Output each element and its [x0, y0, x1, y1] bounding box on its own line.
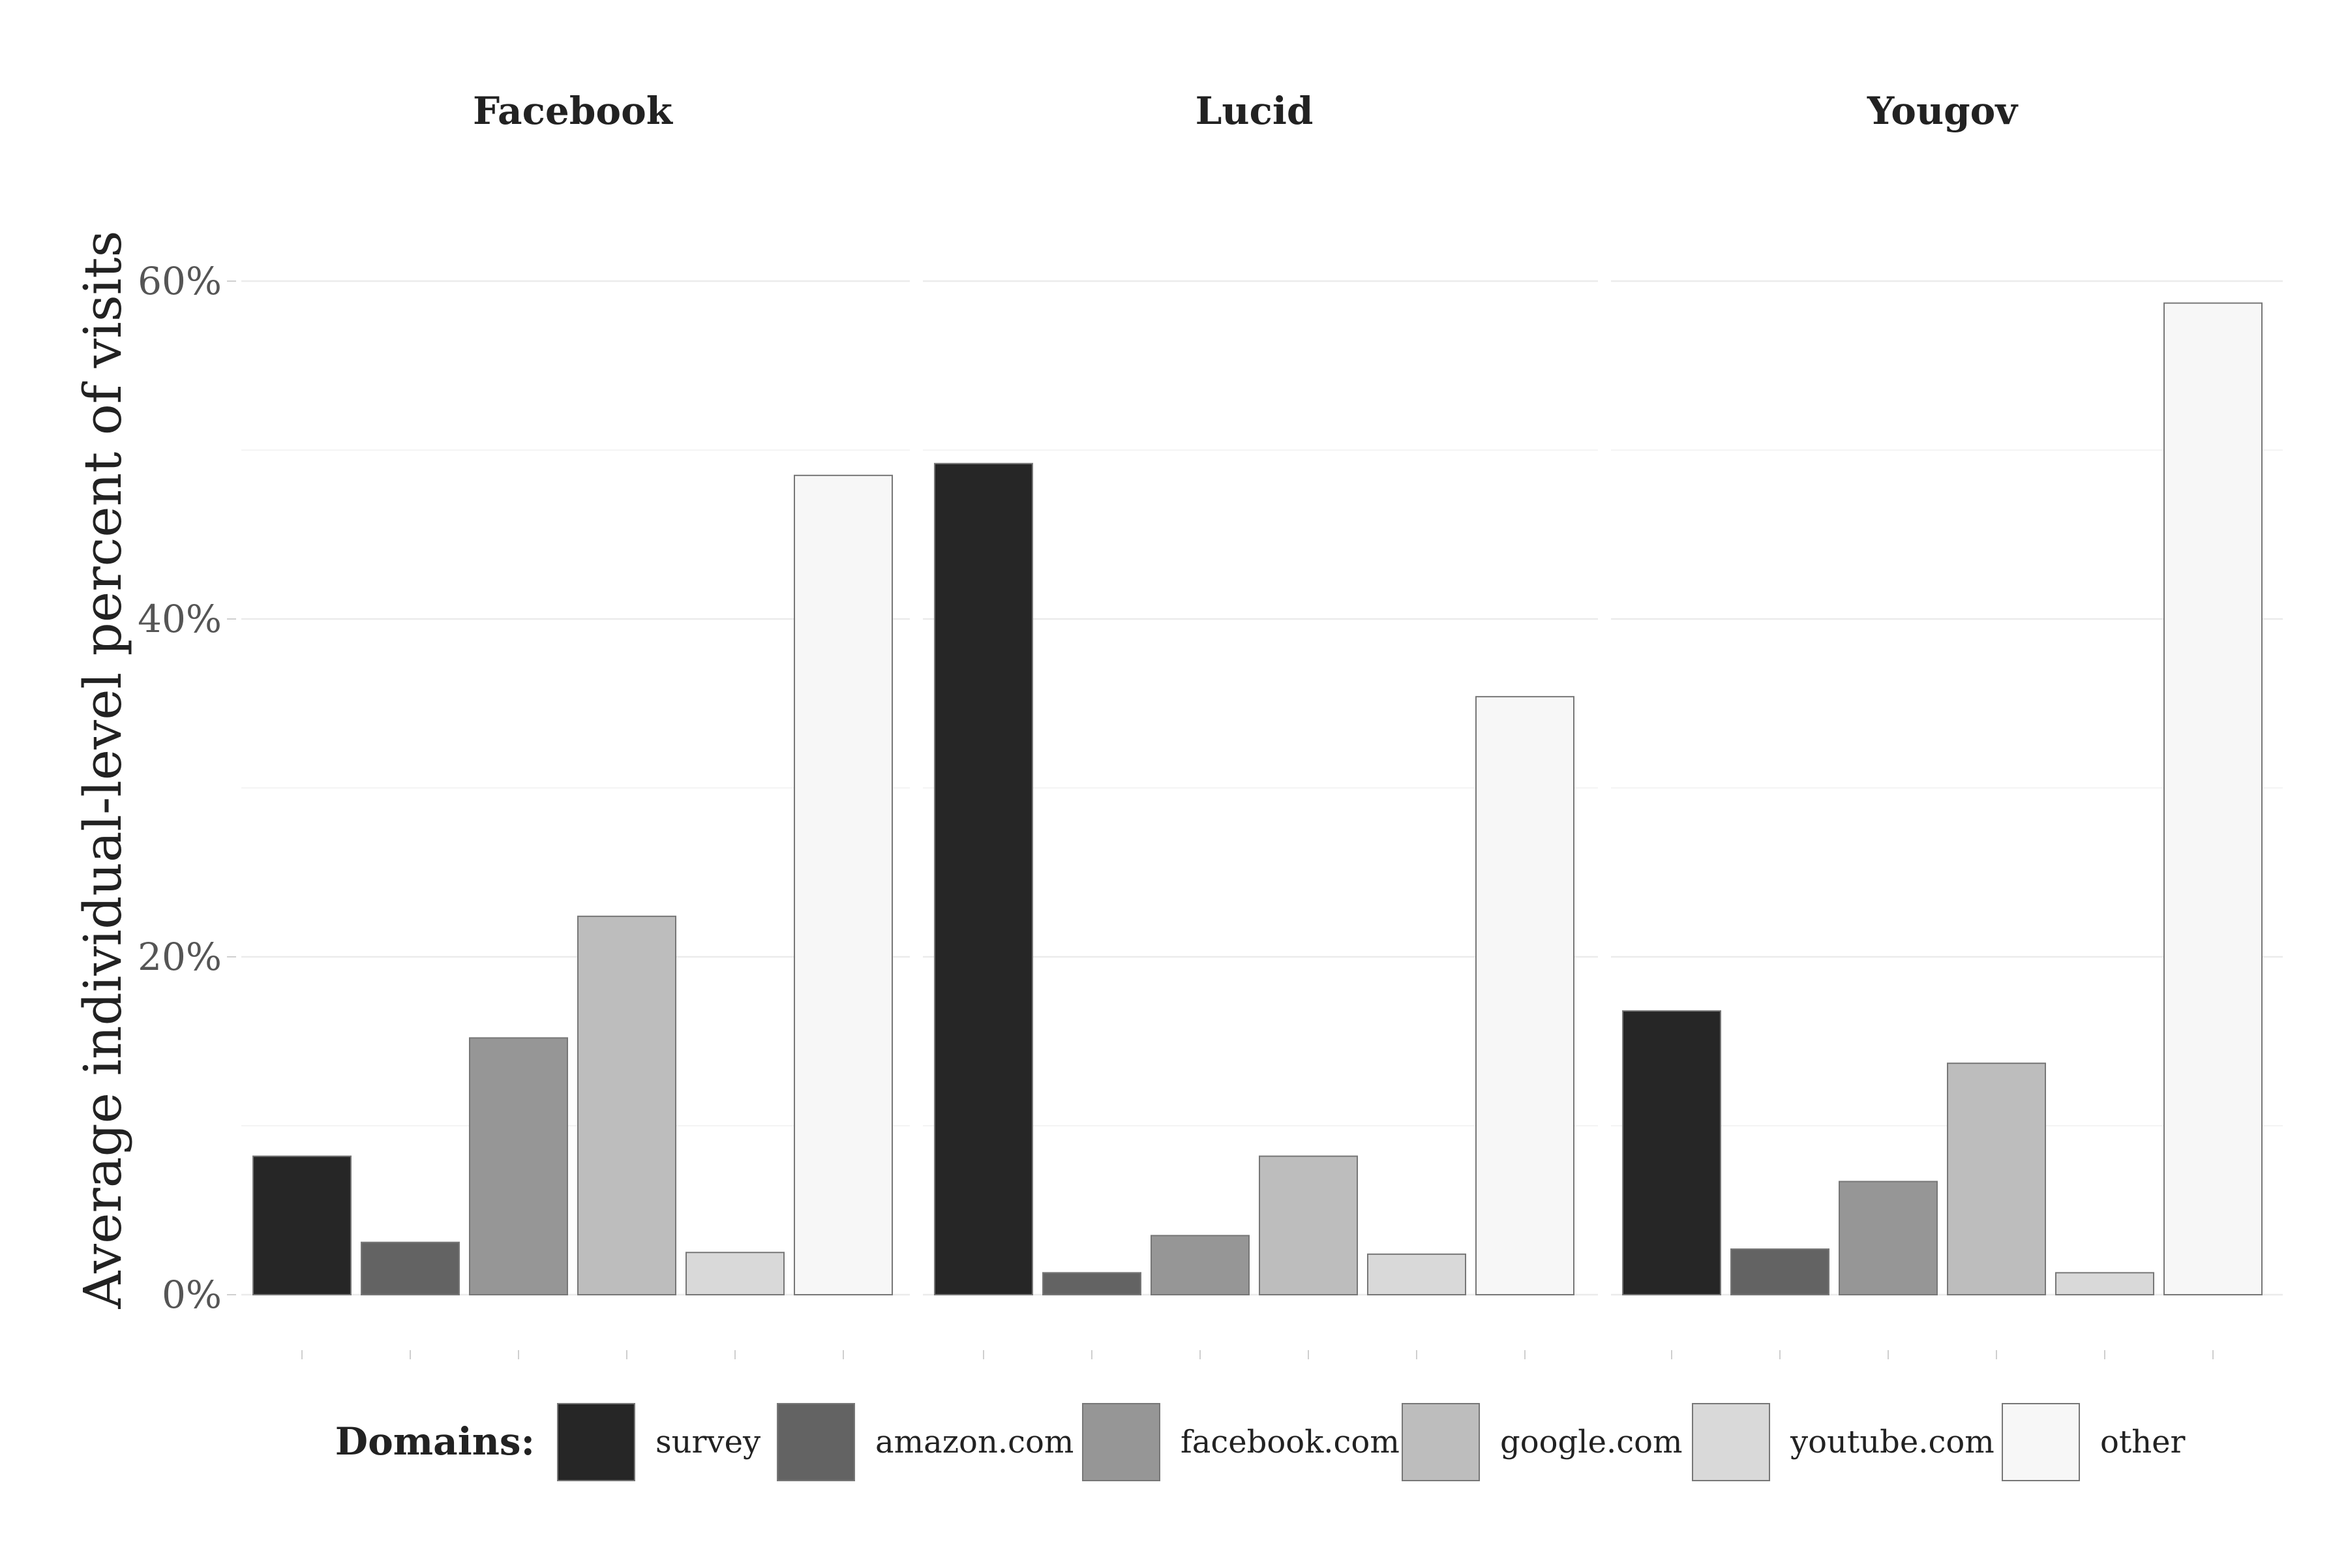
bar-facebook-amazon-com	[361, 1241, 460, 1295]
legend-key-amazon-com	[777, 1403, 855, 1481]
bar-facebook-google-com	[577, 915, 676, 1295]
bar-lucid-youtube-com	[1367, 1253, 1466, 1295]
bar-facebook-survey	[252, 1155, 352, 1295]
bar-lucid-amazon-com	[1042, 1272, 1141, 1295]
bar-yougov-survey	[1622, 1010, 1721, 1295]
legend-label-google-com: google.com	[1500, 1424, 1683, 1460]
bar-facebook-youtube-com	[685, 1252, 785, 1295]
facet-title: Yougov	[1867, 89, 2019, 133]
bar-yougov-other	[2163, 302, 2263, 1295]
bar-facebook-facebook-com	[469, 1037, 568, 1295]
legend-key-youtube-com	[1692, 1403, 1770, 1481]
legend-label-youtube-com: youtube.com	[1790, 1424, 1994, 1460]
legend-label-facebook-com: facebook.com	[1181, 1424, 1400, 1460]
y-tick-label: 40%	[138, 597, 222, 641]
y-axis-title: Average individual-level percent of visi…	[72, 230, 133, 1309]
legend-label-amazon-com: amazon.com	[875, 1424, 1074, 1460]
legend-label-survey: survey	[655, 1424, 760, 1460]
y-tick-label: 20%	[138, 935, 222, 979]
bar-facebook-other	[794, 474, 893, 1295]
legend-title: Domains:	[335, 1419, 535, 1464]
legend-key-other	[2002, 1403, 2080, 1481]
legend-key-survey	[557, 1403, 635, 1481]
legend-key-facebook-com	[1082, 1403, 1160, 1481]
bar-lucid-facebook-com	[1151, 1235, 1250, 1295]
y-tick-label: 0%	[162, 1273, 222, 1317]
facet-title: Lucid	[1196, 89, 1314, 133]
bar-lucid-survey	[934, 462, 1033, 1295]
y-tick-label: 60%	[138, 259, 222, 303]
bar-yougov-google-com	[1947, 1063, 2046, 1296]
bar-yougov-youtube-com	[2055, 1272, 2154, 1295]
legend-label-other: other	[2100, 1424, 2186, 1460]
bar-yougov-facebook-com	[1839, 1181, 1938, 1295]
bar-lucid-google-com	[1259, 1155, 1358, 1295]
facet-title: Facebook	[473, 89, 674, 133]
bar-yougov-amazon-com	[1730, 1248, 1829, 1295]
bar-lucid-other	[1475, 696, 1574, 1295]
legend-key-google-com	[1402, 1403, 1480, 1481]
